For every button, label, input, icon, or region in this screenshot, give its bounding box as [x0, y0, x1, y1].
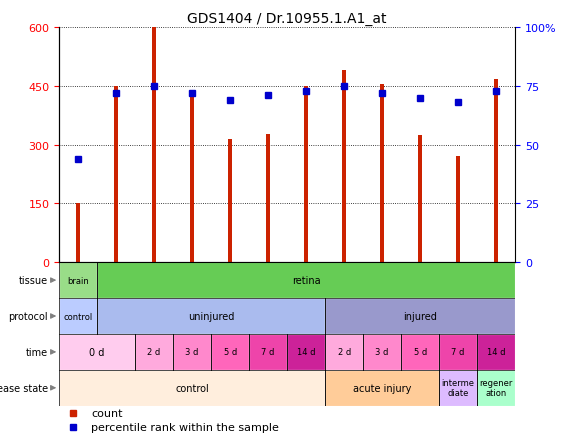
Text: control: control — [175, 383, 209, 393]
Bar — [477, 370, 515, 406]
Text: retina: retina — [292, 276, 320, 286]
Text: 7 d: 7 d — [452, 348, 465, 357]
Bar — [211, 334, 249, 370]
Text: protocol: protocol — [8, 311, 48, 321]
Bar — [325, 299, 515, 334]
Text: count: count — [91, 408, 123, 418]
Text: uninjured: uninjured — [188, 311, 234, 321]
Bar — [325, 334, 363, 370]
Text: 5 d: 5 d — [224, 348, 237, 357]
Bar — [304, 87, 309, 263]
Bar — [76, 204, 81, 263]
Text: percentile rank within the sample: percentile rank within the sample — [91, 422, 279, 432]
Text: 2 d: 2 d — [148, 348, 161, 357]
Bar — [249, 334, 287, 370]
Text: interme
diate: interme diate — [441, 378, 475, 398]
Bar — [401, 334, 439, 370]
Bar — [190, 96, 194, 263]
Text: regener
ation: regener ation — [480, 378, 513, 398]
Bar — [59, 299, 97, 334]
Text: injured: injured — [403, 311, 437, 321]
Bar — [439, 334, 477, 370]
Text: 14 d: 14 d — [297, 348, 315, 357]
Bar — [59, 334, 135, 370]
Bar — [439, 370, 477, 406]
Bar — [287, 334, 325, 370]
Bar — [59, 370, 325, 406]
Text: tissue: tissue — [19, 276, 48, 286]
Bar — [456, 157, 461, 263]
Bar — [494, 80, 498, 263]
Bar — [477, 334, 515, 370]
Bar — [418, 135, 422, 263]
Text: 7 d: 7 d — [261, 348, 275, 357]
Title: GDS1404 / Dr.10955.1.A1_at: GDS1404 / Dr.10955.1.A1_at — [187, 12, 387, 26]
Bar — [59, 263, 97, 299]
Bar — [152, 28, 157, 263]
Text: brain: brain — [67, 276, 89, 285]
Text: acute injury: acute injury — [353, 383, 412, 393]
Text: control: control — [64, 312, 93, 321]
Bar — [228, 139, 233, 263]
Bar — [114, 87, 118, 263]
Bar — [380, 85, 385, 263]
Text: 0 d: 0 d — [90, 347, 105, 357]
Bar — [342, 71, 346, 263]
Text: 3 d: 3 d — [185, 348, 199, 357]
Text: 5 d: 5 d — [413, 348, 427, 357]
Bar — [266, 135, 270, 263]
Text: disease state: disease state — [0, 383, 48, 393]
Text: time: time — [25, 347, 48, 357]
Text: 3 d: 3 d — [376, 348, 389, 357]
Text: 14 d: 14 d — [487, 348, 506, 357]
Bar — [363, 334, 401, 370]
Bar — [173, 334, 211, 370]
Bar — [325, 370, 439, 406]
Text: 2 d: 2 d — [337, 348, 351, 357]
Bar — [135, 334, 173, 370]
Bar — [97, 263, 515, 299]
Bar — [97, 299, 325, 334]
